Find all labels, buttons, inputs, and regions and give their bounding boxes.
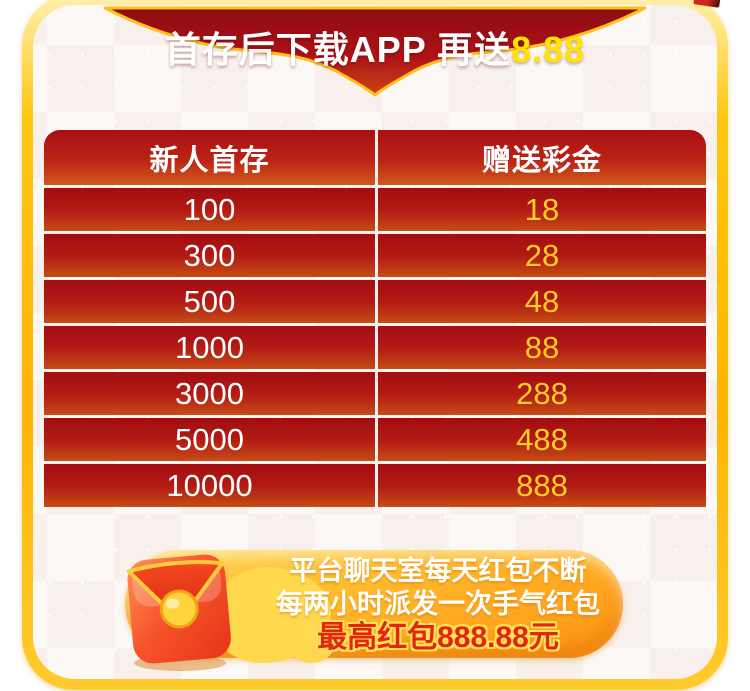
column-divider	[375, 234, 378, 277]
deposit-value: 10000	[166, 467, 253, 503]
table-row: 1000 88	[44, 326, 706, 369]
column-divider	[375, 372, 378, 415]
column-divider	[375, 418, 378, 461]
promo-line-max-amount: 最高红包888.88元	[317, 620, 559, 654]
top-ribbon-banner: 首存后下载APP 再送8.88	[33, 5, 717, 109]
header-first-deposit: 新人首存	[149, 144, 270, 177]
promo-page: 首存后下载APP 再送8.88 新人首存 赠送彩金 100 18 300 28 …	[33, 5, 717, 679]
column-divider	[375, 464, 378, 507]
bonus-value: 48	[524, 283, 560, 319]
table-row: 100 18	[44, 188, 706, 231]
column-divider	[375, 130, 378, 185]
deposit-value: 5000	[175, 421, 244, 457]
table-row: 300 28	[44, 234, 706, 277]
column-divider	[375, 280, 378, 323]
table-header-row: 新人首存 赠送彩金	[44, 130, 706, 185]
table-row: 500 48	[44, 280, 706, 323]
bonus-value: 88	[524, 329, 560, 365]
ribbon-title-amount: 8.88	[511, 29, 586, 70]
ribbon-shape	[103, 6, 647, 97]
ribbon-title-prefix: 首存后下载APP 再送	[164, 29, 512, 70]
deposit-value: 100	[183, 191, 236, 227]
header-bonus: 赠送彩金	[481, 144, 602, 177]
promo-line-2: 每两小时派发一次手气红包	[276, 588, 600, 619]
column-divider	[375, 188, 378, 231]
golden-frame: 首存后下载APP 再送8.88 新人首存 赠送彩金 100 18 300 28 …	[22, 0, 728, 690]
bonus-value: 888	[516, 467, 568, 503]
table-row: 10000 888	[44, 464, 706, 507]
yellow-blob-decoration	[285, 613, 337, 663]
deposit-value: 500	[183, 283, 236, 319]
table-row: 5000 488	[44, 418, 706, 461]
promo-text-block: 平台聊天室每天红包不断 每两小时派发一次手气红包 最高红包888.88元	[238, 550, 638, 658]
ribbon-title: 首存后下载APP 再送8.88	[33, 21, 717, 73]
bonus-value: 288	[516, 375, 568, 411]
bonus-value: 488	[516, 421, 568, 457]
promo-line-1: 平台聊天室每天红包不断	[289, 555, 587, 586]
deposit-value: 300	[183, 237, 236, 273]
table-row: 3000 288	[44, 372, 706, 415]
red-envelope-icon	[116, 541, 242, 673]
column-divider	[375, 326, 378, 369]
bonus-value: 18	[524, 191, 560, 227]
deposit-value: 1000	[175, 329, 244, 365]
deposit-value: 3000	[175, 375, 244, 411]
deposit-bonus-table: 新人首存 赠送彩金 100 18 300 28 500 48 1000	[44, 130, 706, 510]
bonus-value: 28	[524, 237, 560, 273]
